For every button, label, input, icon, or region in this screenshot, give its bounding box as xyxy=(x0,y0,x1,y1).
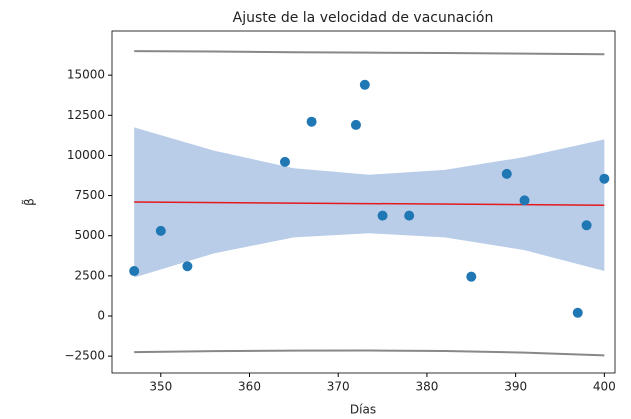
y-tick-label: 7500 xyxy=(74,188,105,202)
point xyxy=(377,210,388,221)
point xyxy=(519,195,530,206)
y-tick-label: −2500 xyxy=(64,349,105,363)
x-tick-label: 380 xyxy=(415,380,438,394)
plot-frame xyxy=(111,30,616,374)
point xyxy=(466,271,477,282)
x-tick-label: 350 xyxy=(149,380,172,394)
y-tick-label: 0 xyxy=(97,309,105,323)
x-tick-label: 360 xyxy=(238,380,261,394)
prediction-line xyxy=(134,349,605,357)
point xyxy=(350,119,361,130)
point xyxy=(182,261,193,272)
point xyxy=(501,168,512,179)
point xyxy=(404,210,415,221)
x-tick-label: 370 xyxy=(327,380,350,394)
point xyxy=(306,116,317,127)
x-tick-label: 390 xyxy=(504,380,527,394)
y-tick-label: 2500 xyxy=(74,268,105,282)
point xyxy=(581,220,592,231)
point xyxy=(279,156,290,167)
chart-title: Ajuste de la velocidad de vacunación xyxy=(233,10,494,26)
point xyxy=(572,307,583,318)
y-tick-label: 12500 xyxy=(67,108,105,122)
x-axis-label: Días xyxy=(350,403,376,417)
point xyxy=(155,225,166,236)
x-tick-label: 400 xyxy=(593,380,616,394)
y-tick-label: 15000 xyxy=(67,68,105,82)
point xyxy=(359,79,370,90)
prediction-line xyxy=(134,50,605,56)
y-tick-label: 10000 xyxy=(67,148,105,162)
point xyxy=(599,173,610,184)
point xyxy=(129,266,140,277)
confidence-band xyxy=(134,127,605,278)
y-axis-label: β̃ xyxy=(21,198,36,206)
y-tick-label: 5000 xyxy=(74,228,105,242)
